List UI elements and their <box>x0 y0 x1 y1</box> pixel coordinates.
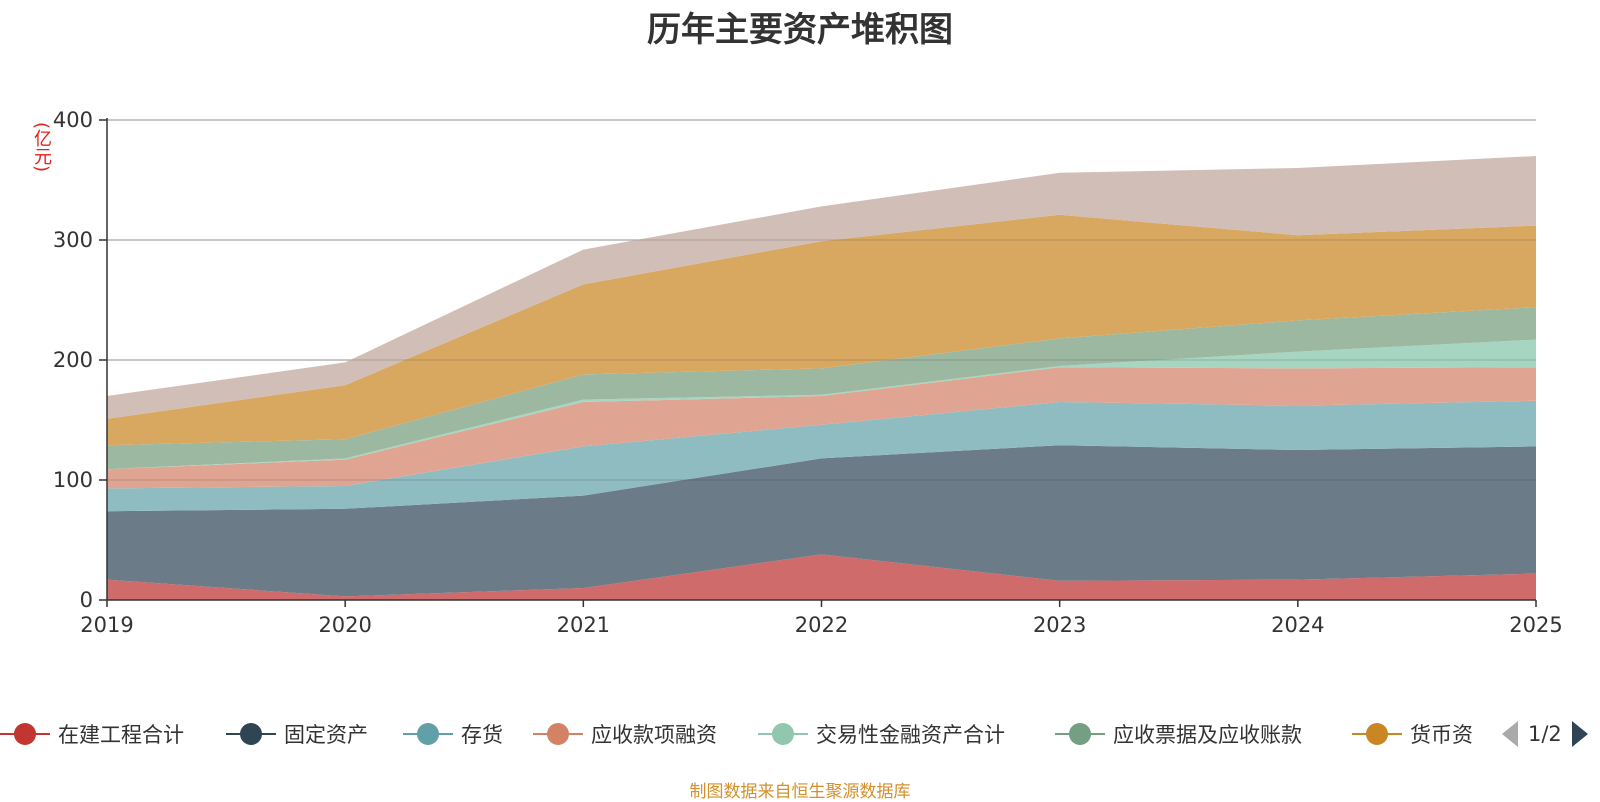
legend-label: 存货 <box>461 723 503 747</box>
area-series <box>107 119 1536 600</box>
legend-marker-icon <box>226 723 276 745</box>
legend-item[interactable]: 应收票据及应收账款 <box>1055 717 1302 751</box>
legend-label: 在建工程合计 <box>58 723 184 747</box>
y-tick-label: 200 <box>53 348 93 372</box>
legend-item[interactable]: 货币资 <box>1352 717 1473 751</box>
y-tick-label: 400 <box>53 108 93 132</box>
legend-item[interactable]: 存货 <box>403 717 503 751</box>
legend-label: 应收票据及应收账款 <box>1113 723 1302 747</box>
legend-marker-icon <box>758 723 808 745</box>
legend-label: 应收款项融资 <box>591 723 717 747</box>
y-tick-labels: 0 100 200 300 400 <box>53 108 93 612</box>
area-应收票据及应收账款[interactable] <box>107 307 1536 470</box>
x-tick-label: 2021 <box>557 613 610 637</box>
legend-marker-icon <box>1352 723 1402 745</box>
legend-item[interactable]: 在建工程合计 <box>0 717 184 751</box>
y-tick-label: 0 <box>80 588 93 612</box>
area-在建工程合计[interactable] <box>107 554 1536 600</box>
legend: 在建工程合计 固定资产 存货 应收款项融资 交易性金融资产合计 应收票据及应收账款 货币资 <box>0 717 1600 751</box>
legend-item[interactable]: 固定资产 <box>226 717 368 751</box>
area-应收款项融资[interactable] <box>107 367 1536 489</box>
area-存货[interactable] <box>107 400 1536 512</box>
y-axis-unit: (亿元) <box>31 122 52 173</box>
legend-marker-icon <box>403 723 453 745</box>
legend-label: 交易性金融资产合计 <box>816 723 1005 747</box>
area-货币资金[interactable] <box>107 214 1536 446</box>
y-tick-label: 300 <box>53 228 93 252</box>
y-tick-label: 100 <box>53 468 93 492</box>
legend-marker-icon <box>533 723 583 745</box>
x-tick-labels: 2019 2020 2021 2022 2023 2024 2025 <box>80 613 1562 637</box>
legend-label: 货币资 <box>1410 723 1473 747</box>
legend-next-icon[interactable] <box>1570 719 1590 749</box>
area-固定资产[interactable] <box>107 445 1536 597</box>
area-交易性金融资产合计[interactable] <box>107 339 1536 470</box>
legend-marker-icon <box>1055 723 1105 745</box>
x-tick-label: 2022 <box>795 613 848 637</box>
x-tick-label: 2025 <box>1509 613 1562 637</box>
legend-item[interactable]: 应收款项融资 <box>533 717 717 751</box>
area-其他[interactable] <box>107 156 1536 419</box>
x-tick-label: 2020 <box>318 613 371 637</box>
legend-page-indicator: 1/2 <box>1528 722 1562 746</box>
x-tick-label: 2023 <box>1033 613 1086 637</box>
legend-item[interactable]: 交易性金融资产合计 <box>758 717 1005 751</box>
legend-pager: 1/2 <box>1500 717 1590 751</box>
source-note: 制图数据来自恒生聚源数据库 <box>689 782 911 802</box>
chart-title: 历年主要资产堆积图 <box>647 10 953 50</box>
legend-prev-icon[interactable] <box>1500 719 1520 749</box>
x-tick-label: 2024 <box>1271 613 1324 637</box>
axes <box>99 118 1537 607</box>
legend-marker-icon <box>0 723 50 745</box>
x-tick-label: 2019 <box>80 613 133 637</box>
legend-label: 固定资产 <box>284 723 368 747</box>
